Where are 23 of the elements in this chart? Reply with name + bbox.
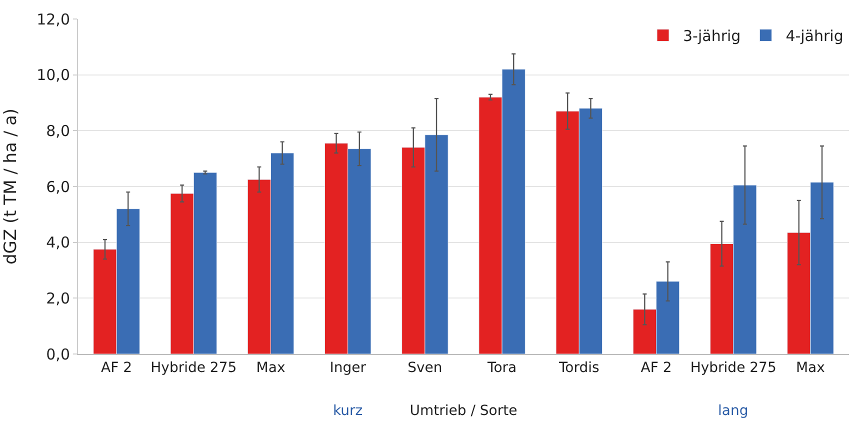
x-tick-label: Tordis [558,360,600,376]
x-tick-label: Sven [408,360,442,376]
x-tick-label: Inger [330,360,366,376]
y-tick-label: 12,0 [36,10,70,28]
x-tick-label: Max [796,360,825,376]
legend-label: 3-jährig [683,27,741,46]
x-tick-label: Hybride 275 [690,360,776,376]
y-axis-title: dGZ (t TM / ha / a) [1,108,22,265]
y-tick-label: 8,0 [46,122,70,140]
legend-label: 4-jährig [786,27,844,46]
x-axis-title: Umtrieb / Sorte [410,403,518,420]
x-tick-label: Hybride 275 [150,360,237,376]
text: lang [718,403,748,419]
y-tick-label: 4,0 [46,234,70,252]
y-tick-label: 0,0 [46,345,70,364]
y-tick-label: 2,0 [46,289,70,308]
text: kurz [333,403,363,419]
y-tick-label: 6,0 [46,178,70,196]
x-tick-label: AF 2 [101,360,132,376]
y-tick-label: 10,0 [36,66,70,84]
x-tick-label: AF 2 [640,360,672,376]
x-tick-label: Max [256,360,286,376]
x-tick-label: Tora [486,360,517,376]
